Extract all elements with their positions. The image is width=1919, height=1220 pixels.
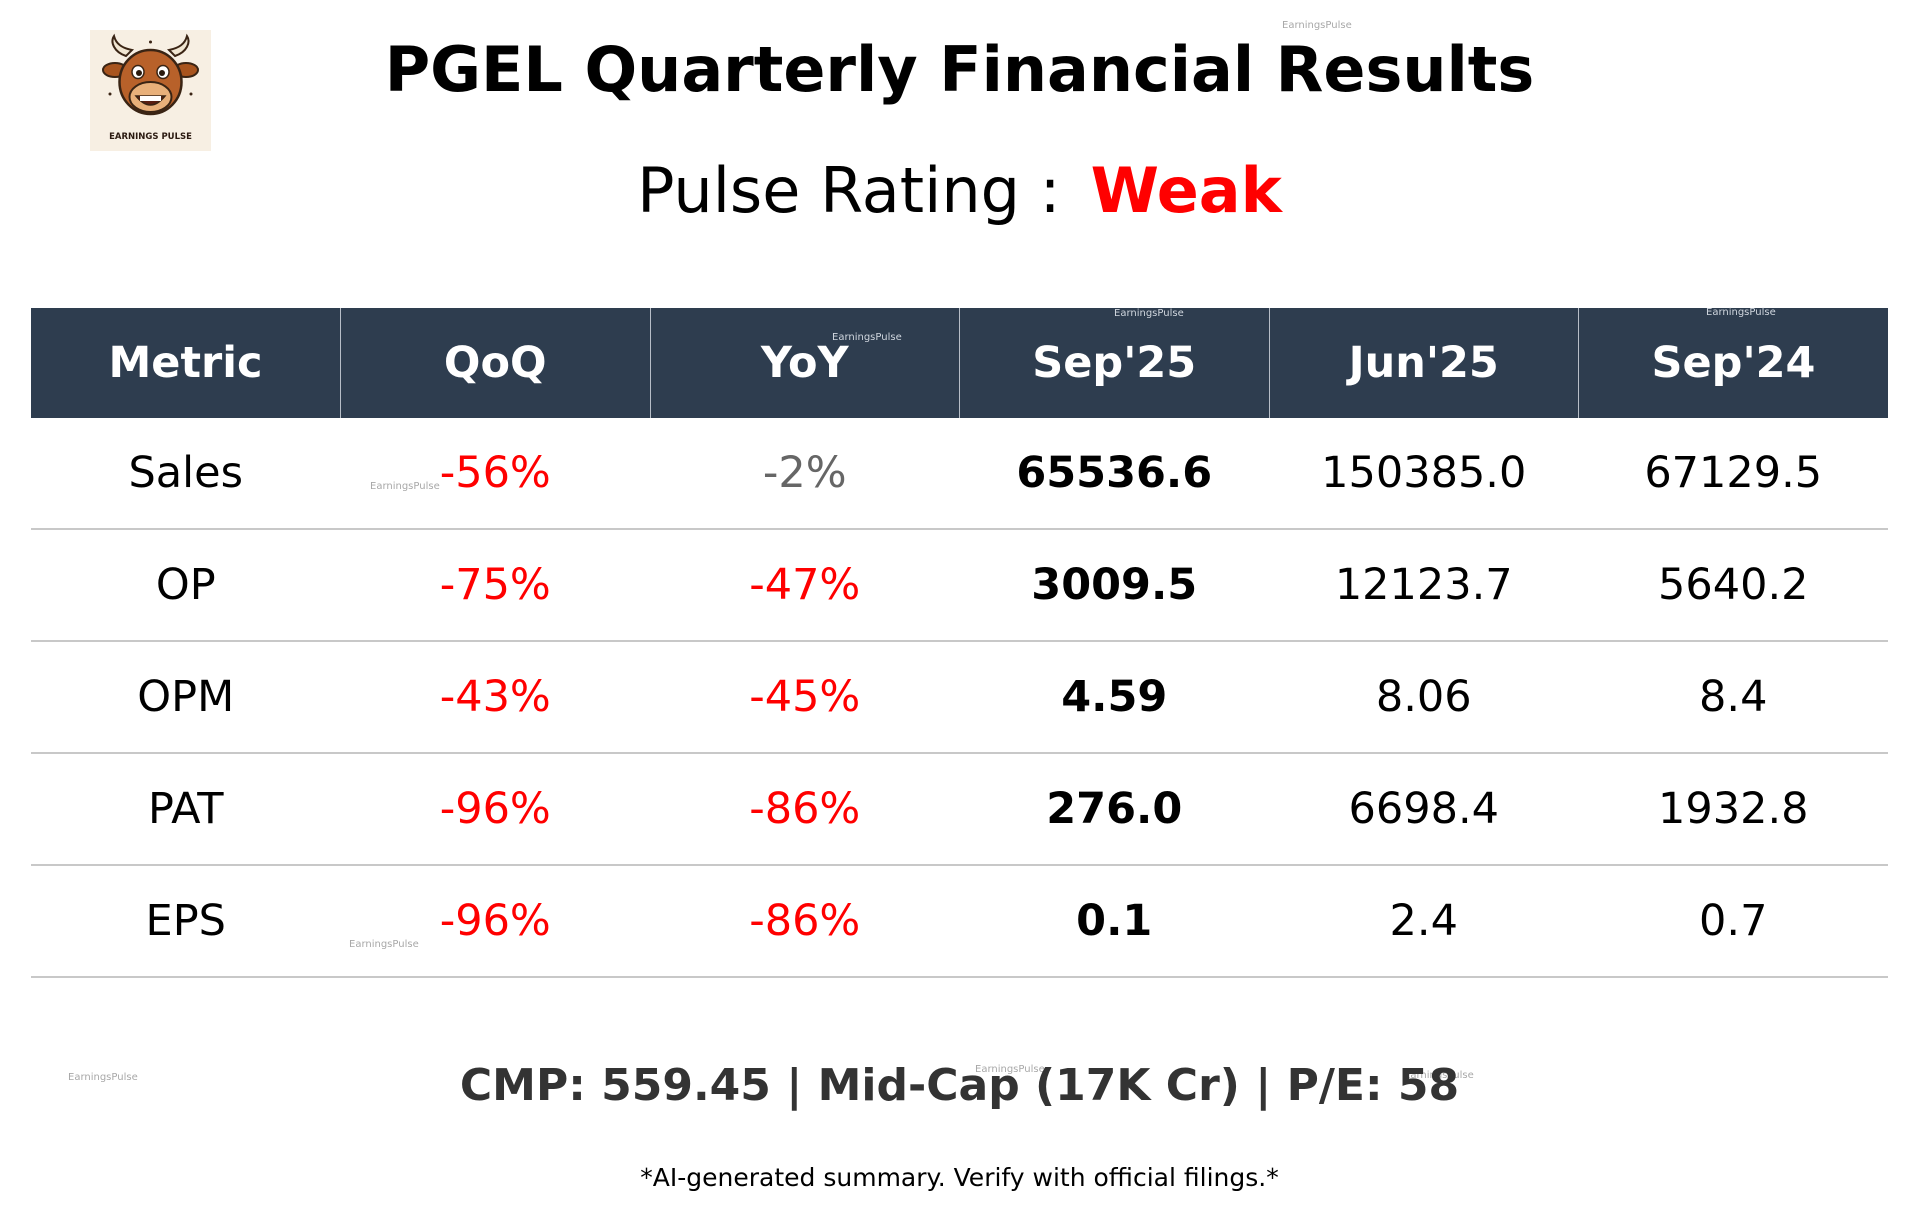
pulse-rating-label: Pulse Rating : bbox=[637, 154, 1061, 227]
results-table: Metric QoQ YoY Sep'25 Jun'25 Sep'24 Sale… bbox=[31, 308, 1888, 978]
table-row: Sales -56% -2% 65536.6 150385.0 67129.5 bbox=[31, 418, 1888, 530]
sep25-cell: 276.0 bbox=[959, 753, 1269, 866]
header-sep24: Sep'24 bbox=[1578, 308, 1888, 418]
header-metric: Metric bbox=[31, 308, 341, 418]
watermark: EarningsPulse bbox=[975, 1064, 1045, 1075]
jun25-cell: 2.4 bbox=[1269, 865, 1579, 978]
table-row: EPS -96% -86% 0.1 2.4 0.7 bbox=[31, 865, 1888, 978]
header-sep25: Sep'25 bbox=[959, 308, 1269, 418]
qoq-cell: -56% bbox=[340, 418, 650, 530]
pulse-rating-value: Weak bbox=[1090, 154, 1282, 227]
yoy-cell: -47% bbox=[650, 529, 960, 642]
yoy-cell: -86% bbox=[650, 865, 960, 978]
header-yoy: YoY bbox=[649, 308, 960, 418]
bull-mascot-icon bbox=[102, 33, 199, 116]
sep25-cell: 65536.6 bbox=[959, 418, 1269, 530]
jun25-cell: 6698.4 bbox=[1269, 753, 1579, 866]
qoq-cell: -96% bbox=[340, 865, 650, 978]
sep24-cell: 8.4 bbox=[1578, 641, 1888, 754]
watermark: EarningsPulse bbox=[1282, 20, 1352, 31]
metric-cell: OPM bbox=[31, 641, 341, 754]
qoq-cell: -75% bbox=[340, 529, 650, 642]
market-summary: CMP: 559.45 | Mid-Cap (17K Cr) | P/E: 58 bbox=[459, 1060, 1460, 1111]
table-row: OPM -43% -45% 4.59 8.06 8.4 bbox=[31, 641, 1888, 754]
yoy-cell: -86% bbox=[650, 753, 960, 866]
earnings-pulse-logo: EARNINGS PULSE bbox=[90, 30, 211, 151]
qoq-cell: -43% bbox=[340, 641, 650, 754]
sep25-cell: 4.59 bbox=[959, 641, 1269, 754]
watermark: EarningsPulse bbox=[832, 332, 902, 343]
logo-text: EARNINGS PULSE bbox=[109, 132, 192, 142]
header-qoq: QoQ bbox=[340, 308, 650, 418]
sep24-cell: 67129.5 bbox=[1578, 418, 1888, 530]
watermark: EarningsPulse bbox=[1404, 1070, 1474, 1081]
watermark: EarningsPulse bbox=[68, 1072, 138, 1083]
metric-cell: EPS bbox=[31, 865, 341, 978]
table-row: PAT -96% -86% 276.0 6698.4 1932.8 bbox=[31, 753, 1888, 866]
sep24-cell: 5640.2 bbox=[1578, 529, 1888, 642]
yoy-cell: -45% bbox=[650, 641, 960, 754]
jun25-cell: 150385.0 bbox=[1269, 418, 1579, 530]
watermark: EarningsPulse bbox=[349, 939, 419, 950]
sep25-cell: 0.1 bbox=[959, 865, 1269, 978]
watermark: EarningsPulse bbox=[1114, 308, 1184, 319]
sep24-cell: 0.7 bbox=[1578, 865, 1888, 978]
yoy-cell: -2% bbox=[650, 418, 960, 530]
header-jun25: Jun'25 bbox=[1268, 308, 1579, 418]
pulse-rating: Pulse Rating : Weak bbox=[0, 153, 1919, 229]
table-row: OP -75% -47% 3009.5 12123.7 5640.2 bbox=[31, 529, 1888, 642]
watermark: EarningsPulse bbox=[370, 481, 440, 492]
watermark: EarningsPulse bbox=[1706, 307, 1776, 318]
metric-cell: PAT bbox=[31, 753, 341, 866]
sep25-cell: 3009.5 bbox=[959, 529, 1269, 642]
metric-cell: Sales bbox=[31, 418, 341, 530]
page-title: PGEL Quarterly Financial Results bbox=[384, 33, 1535, 106]
jun25-cell: 8.06 bbox=[1269, 641, 1579, 754]
sep24-cell: 1932.8 bbox=[1578, 753, 1888, 866]
table-header-row: Metric QoQ YoY Sep'25 Jun'25 Sep'24 bbox=[31, 308, 1888, 418]
disclaimer: *AI-generated summary. Verify with offic… bbox=[640, 1163, 1279, 1192]
metric-cell: OP bbox=[31, 529, 341, 642]
qoq-cell: -96% bbox=[340, 753, 650, 866]
jun25-cell: 12123.7 bbox=[1269, 529, 1579, 642]
